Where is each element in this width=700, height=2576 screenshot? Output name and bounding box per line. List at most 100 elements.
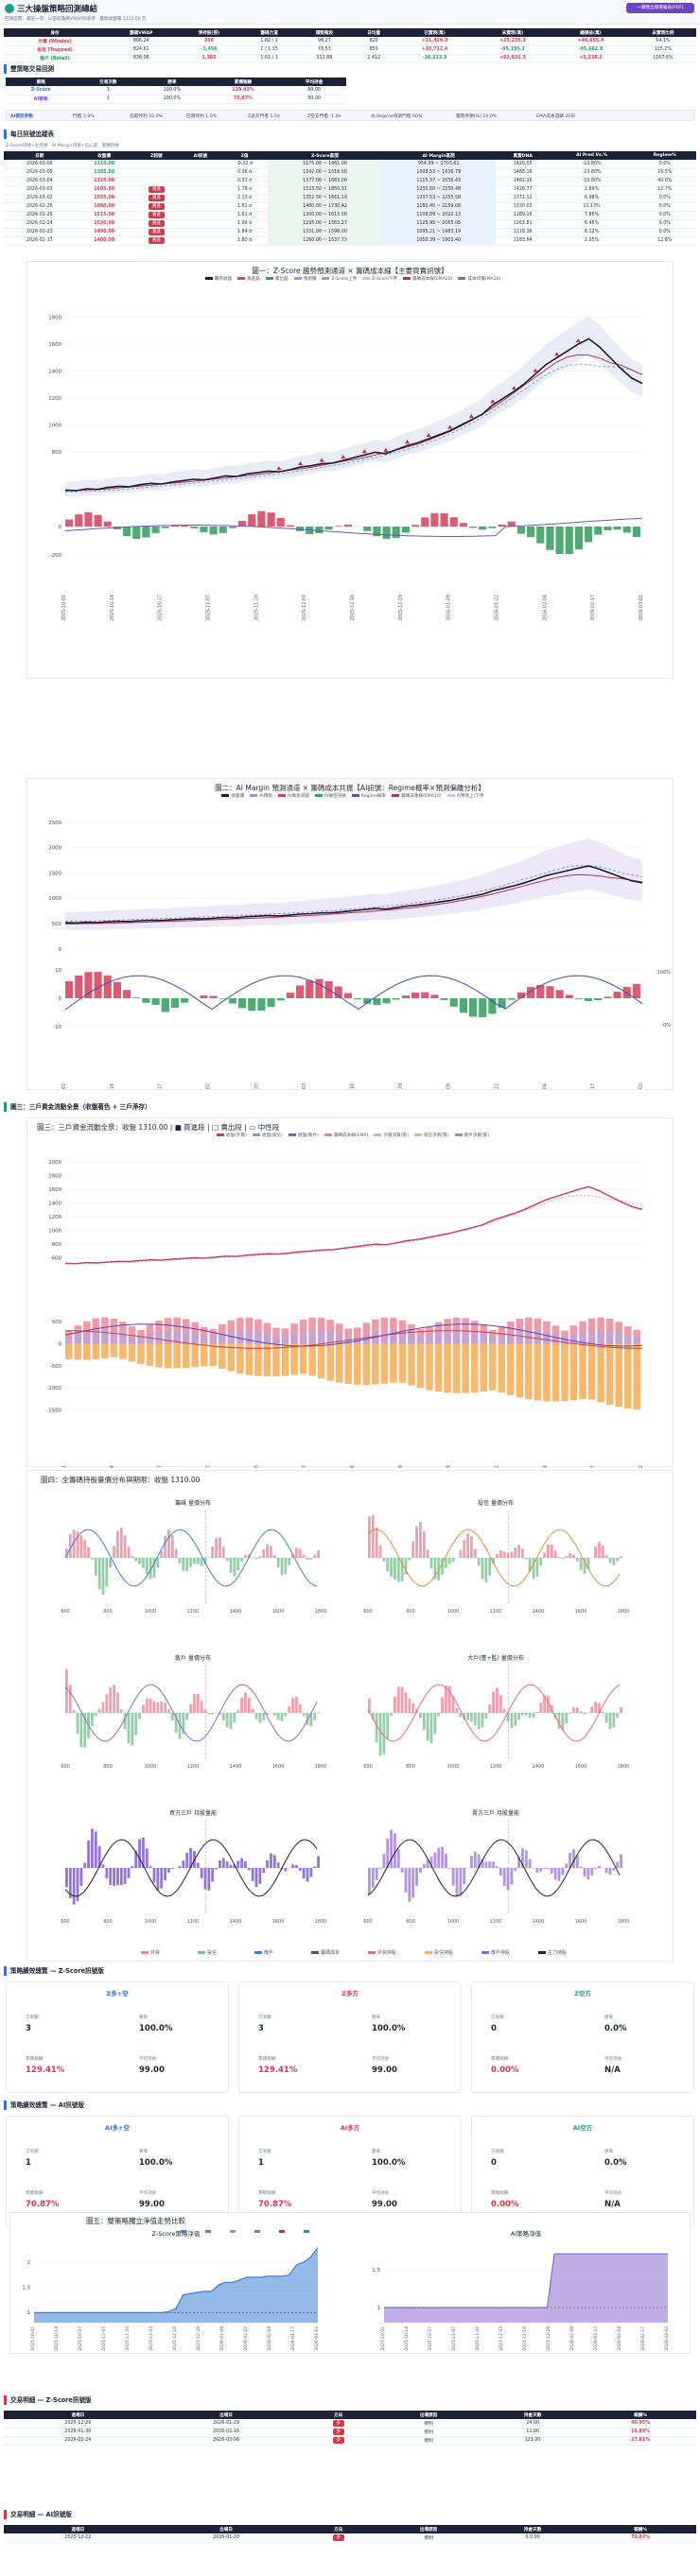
card-value: 99.00 (139, 2200, 165, 2209)
volume-bar (470, 1713, 473, 1722)
volume-bar (594, 1546, 597, 1558)
momentum-bar (103, 521, 112, 527)
volume-bar (298, 1548, 302, 1558)
table-cell: 0.0% (633, 211, 696, 220)
y-tick-label: 0 (59, 947, 62, 953)
export-button[interactable]: 一鍵匯出策略報表(PDF) (626, 3, 694, 13)
x-tick-label: 1000 (145, 1609, 157, 1615)
cell-value: 70.87% (233, 96, 253, 101)
volume-bar (419, 1522, 422, 1558)
table-cell: 1295.00 ~ 1563.27 (268, 219, 382, 229)
subplot-title: 散戶 量價分布 (175, 1654, 211, 1662)
cell-value: 1,382 (201, 56, 217, 61)
volume-bar (101, 1864, 105, 1868)
table-cell: 1095.21 ~ 1983.19 (381, 228, 496, 237)
volume-bar (233, 1864, 236, 1868)
volume-bar (451, 1695, 455, 1713)
volume-bar (258, 1555, 262, 1558)
volume-bar (270, 1853, 272, 1868)
momentum-bar (459, 523, 467, 527)
x-tick-label: 2026-01-22 (243, 2326, 249, 2351)
volume-bar (535, 1558, 539, 1577)
momentum-bar (84, 512, 93, 527)
cell-value: 1 (106, 96, 110, 101)
y-tick-label: 1800 (48, 1174, 61, 1180)
volume-bar (280, 1713, 284, 1721)
ai-signal-bar (585, 998, 593, 1001)
table-cell: -10.80% (550, 160, 634, 169)
volume-bar (565, 1556, 569, 1558)
cell-value: 1310.00 (94, 161, 115, 166)
retail-net-bar (317, 1343, 325, 1379)
card-value: 99.00 (139, 2066, 165, 2075)
table-cell: 112.88 (296, 54, 353, 63)
volume-bar (142, 1704, 145, 1713)
volume-bar (604, 1868, 608, 1874)
column-header: 勝率 (140, 78, 204, 86)
card-value: 0.0% (604, 2024, 627, 2033)
card-label: 累積報酬 (26, 2191, 44, 2196)
column-header: 籌碼力道 (241, 28, 297, 37)
volume-bar (524, 1558, 528, 1560)
x-tick-label: 1200 (490, 1609, 502, 1615)
table-cell: 1.61 σ (220, 211, 269, 220)
legend-item: 投信淨買(張) (423, 1133, 449, 1138)
x-tick-label: 1400 (230, 1609, 242, 1615)
card-title: AI多+空 (105, 2124, 130, 2132)
volume-bar (225, 1558, 229, 1562)
volume-bar (97, 1845, 101, 1868)
volume-bar (408, 1698, 411, 1713)
retail-net-bar (110, 1343, 118, 1357)
momentum-bar (449, 517, 458, 527)
volume-bar (422, 1713, 426, 1731)
volume-bar (276, 1862, 280, 1868)
volume-bar (185, 1558, 189, 1571)
momentum-bar (604, 527, 612, 530)
table-cell: 停利 (376, 2428, 481, 2437)
volume-bar (390, 1829, 393, 1868)
volume-bar (309, 1868, 313, 1877)
param-item: AI Regime偵測門檻 60% (371, 114, 423, 119)
foreign-net-bar (551, 1325, 560, 1344)
volume-bar (557, 1868, 561, 1881)
x-tick-label: 800 (406, 1764, 415, 1770)
legend-swatch (425, 1951, 432, 1954)
y-tick-label: 600 (52, 1255, 62, 1261)
retail-net-bar (128, 1343, 136, 1362)
volume-bar (620, 1556, 622, 1558)
volume-bar (196, 1693, 200, 1713)
volume-bar (291, 1864, 294, 1868)
perf-card: AI空方 交易數 0 勝率 0.0% 累積報酬 0.00% 平均持倉 N/A (471, 2116, 694, 2227)
volume-bar (302, 1554, 306, 1558)
x-tick-label: 800 (103, 1919, 113, 1925)
momentum-bar (267, 512, 275, 527)
trust-net-bar (119, 1332, 127, 1344)
ai-signal-bar (430, 994, 439, 998)
volume-bar (481, 1558, 484, 1580)
equity-area (384, 2254, 668, 2323)
volume-bar (94, 1558, 97, 1576)
volume-bar (481, 1713, 484, 1728)
foreign-net-bar (344, 1328, 352, 1344)
ai-signal-bar (181, 998, 189, 1003)
volume-bar (547, 1868, 550, 1870)
chart4-panel: 圖四：全籌碼持股量價分布與期限：收盤 1310.00 籌碼 量價分布 600 800… (26, 1470, 674, 1962)
table-row: 2025-12-29 2026-01-29 多 停利 24.00 40.95% (4, 2419, 696, 2429)
retail-net-bar (290, 1343, 298, 1375)
volume-bar (119, 1528, 123, 1558)
volume-bar (116, 1530, 119, 1558)
cell-value: +5,238.2 (579, 56, 603, 61)
table-cell (180, 219, 221, 229)
ai-signal-bar (306, 980, 314, 998)
volume-bar (182, 1558, 185, 1571)
table-cell: 70.87% (203, 95, 283, 104)
ai-signal-bar (123, 990, 131, 998)
x-tick-label: 1800 (315, 1764, 327, 1770)
cell-value: 2.13 σ (236, 196, 253, 200)
table-cell (180, 228, 221, 237)
cell-value: 1218.36 (513, 230, 533, 234)
x-tick-label: 2025-11-20 (125, 2326, 131, 2351)
ai-signal-bar (286, 993, 294, 998)
volume-bar (138, 1558, 141, 1565)
volume-bar (543, 1868, 546, 1869)
